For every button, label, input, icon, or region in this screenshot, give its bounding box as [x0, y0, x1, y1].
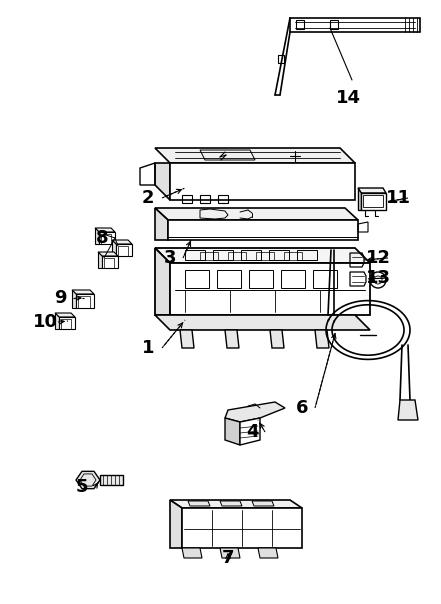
Bar	[249, 270, 273, 288]
Text: 4: 4	[246, 423, 258, 441]
Polygon shape	[258, 548, 278, 558]
Polygon shape	[315, 330, 329, 348]
Bar	[101, 234, 111, 244]
Text: 8: 8	[96, 229, 108, 247]
Polygon shape	[155, 248, 370, 263]
Bar	[228, 252, 246, 260]
Polygon shape	[116, 244, 132, 256]
Polygon shape	[76, 471, 100, 489]
Text: 5: 5	[76, 478, 88, 496]
Bar	[182, 195, 192, 203]
Text: 12: 12	[366, 249, 390, 267]
Bar	[256, 252, 274, 260]
Polygon shape	[102, 256, 118, 268]
Polygon shape	[225, 330, 239, 348]
Bar	[296, 20, 304, 29]
Bar	[281, 270, 305, 288]
Polygon shape	[98, 252, 118, 256]
Polygon shape	[168, 220, 358, 240]
Polygon shape	[225, 418, 240, 445]
Bar	[297, 250, 317, 260]
Text: 6: 6	[296, 399, 308, 417]
Text: 7: 7	[222, 549, 234, 567]
Polygon shape	[170, 263, 370, 315]
Bar	[200, 252, 218, 260]
Text: 14: 14	[336, 89, 360, 107]
Bar	[284, 252, 302, 260]
Polygon shape	[398, 400, 418, 420]
Polygon shape	[220, 501, 242, 506]
Polygon shape	[100, 475, 123, 485]
Text: 13: 13	[366, 269, 390, 287]
Bar	[185, 270, 209, 288]
Polygon shape	[155, 248, 170, 315]
Bar	[118, 246, 128, 256]
Polygon shape	[155, 208, 168, 240]
Polygon shape	[155, 315, 370, 330]
Bar	[213, 250, 233, 260]
Polygon shape	[155, 163, 170, 200]
Text: 11: 11	[385, 189, 411, 207]
Bar	[218, 195, 228, 203]
Polygon shape	[182, 548, 202, 558]
Bar	[200, 195, 210, 203]
Polygon shape	[170, 163, 355, 200]
Polygon shape	[358, 188, 361, 210]
Text: 2: 2	[142, 189, 154, 207]
Polygon shape	[361, 193, 386, 210]
Polygon shape	[76, 294, 94, 308]
Polygon shape	[270, 330, 284, 348]
Polygon shape	[225, 402, 285, 422]
Polygon shape	[55, 313, 59, 329]
Polygon shape	[220, 548, 240, 558]
Polygon shape	[95, 228, 99, 244]
Polygon shape	[240, 418, 260, 445]
Polygon shape	[98, 252, 102, 268]
Bar	[61, 319, 71, 329]
Polygon shape	[182, 508, 302, 548]
Polygon shape	[180, 330, 194, 348]
Polygon shape	[155, 148, 355, 163]
Polygon shape	[55, 313, 75, 317]
Polygon shape	[59, 317, 75, 329]
Bar	[185, 250, 205, 260]
Text: 9: 9	[54, 289, 66, 307]
Text: 1: 1	[142, 339, 154, 357]
Polygon shape	[188, 501, 210, 506]
Bar	[330, 20, 338, 29]
Text: 3: 3	[164, 249, 176, 267]
Polygon shape	[170, 500, 302, 508]
Bar	[313, 270, 337, 288]
Polygon shape	[358, 188, 386, 193]
Polygon shape	[155, 208, 358, 220]
Bar	[78, 296, 90, 308]
Bar	[363, 195, 383, 207]
Polygon shape	[112, 240, 116, 256]
Polygon shape	[112, 240, 132, 244]
Polygon shape	[72, 290, 94, 294]
Bar	[241, 250, 261, 260]
Bar	[269, 250, 289, 260]
Polygon shape	[95, 228, 115, 232]
Polygon shape	[170, 500, 182, 548]
Polygon shape	[99, 232, 115, 244]
Bar	[278, 55, 284, 63]
Bar	[104, 258, 114, 268]
Text: 10: 10	[33, 313, 57, 331]
Polygon shape	[252, 501, 274, 506]
Bar	[217, 270, 241, 288]
Polygon shape	[72, 290, 76, 308]
